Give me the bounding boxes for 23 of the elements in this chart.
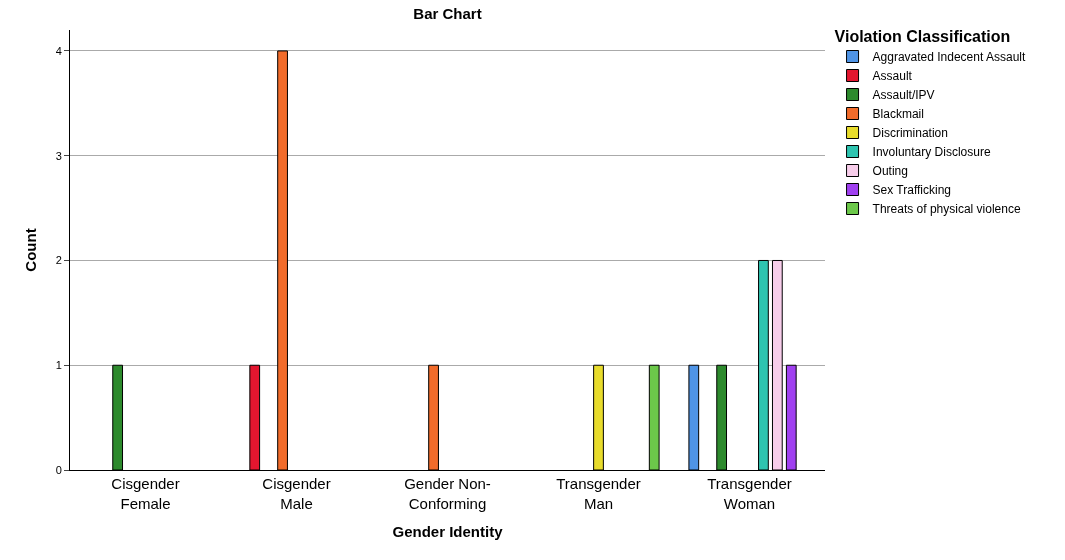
chart-title: Bar Chart	[413, 4, 482, 22]
x-tick-label: Cisgender Female	[111, 475, 180, 512]
y-tick-label: 0	[55, 463, 62, 476]
legend-label: Assault	[872, 69, 913, 84]
x-axis-title: Gender Identity	[392, 522, 504, 540]
x-tick-label: Transgender Man	[556, 475, 641, 512]
y-tick-label: 2	[55, 254, 62, 267]
x-tick-label: Cisgender Male	[262, 475, 331, 512]
legend-label: Discrimination	[872, 126, 948, 141]
y-axis-title: Count	[21, 228, 39, 272]
legend-label: Involuntary Disclosure	[872, 145, 991, 160]
y-tick-label: 3	[55, 149, 62, 162]
y-tick-label: 1	[55, 359, 62, 372]
legend-title: Violation Classification	[834, 28, 1011, 45]
legend-label: Sex Trafficking	[872, 183, 952, 198]
y-tick-label: 4	[55, 44, 62, 57]
x-tick-label: Transgender Woman	[707, 475, 792, 512]
legend-label: Blackmail	[872, 107, 924, 122]
legend-label: Outing	[872, 164, 908, 179]
legend-label: Assault/IPV	[872, 88, 935, 103]
legend-label: Aggravated Indecent Assault	[872, 50, 1026, 65]
x-tick-label: Gender Non- Conforming	[404, 475, 491, 512]
legend-label: Threats of physical violence	[872, 202, 1021, 217]
